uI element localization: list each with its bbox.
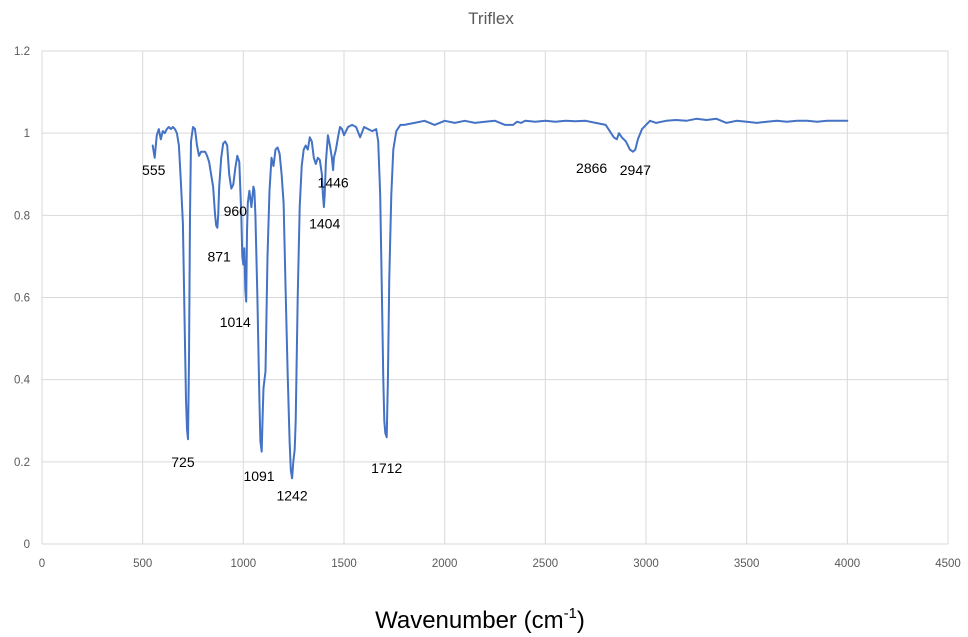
peak-label: 1014: [220, 314, 251, 330]
y-tick-label: 1: [24, 128, 30, 140]
peak-label: 1242: [276, 488, 307, 504]
peak-label: 725: [171, 454, 195, 470]
peak-label: 1404: [309, 216, 340, 232]
x-tick-label: 1500: [331, 558, 357, 570]
x-axis-label: Wavenumber (cm-1): [375, 605, 585, 634]
y-tick-label: 0.8: [14, 210, 30, 222]
y-tick-label: 0.2: [14, 457, 30, 469]
y-tick-label: 0: [24, 539, 30, 551]
y-tick-label: 1.2: [14, 46, 30, 58]
x-tick-label: 1000: [231, 558, 257, 570]
x-tick-label: 3000: [633, 558, 659, 570]
peak-label: 1091: [243, 468, 274, 484]
x-tick-label: 500: [133, 558, 152, 570]
x-axis-label-suffix: ): [577, 607, 585, 634]
axes: 0 500 1000 1500 2000 2500 3000 3500 4000 4500 0 0.2…: [14, 46, 961, 570]
chart-title: Triflex: [468, 9, 514, 28]
peak-label: 960: [224, 203, 248, 219]
peak-label: 1712: [371, 460, 402, 476]
spectrum-line: [151, 117, 849, 480]
peak-label: 2866: [576, 160, 607, 176]
x-axis-label-superscript: -1: [564, 605, 577, 622]
x-tick-label: 2500: [533, 558, 559, 570]
series-layer: [151, 117, 849, 480]
x-tick-label: 4000: [835, 558, 861, 570]
x-tick-label: 4500: [935, 558, 961, 570]
peak-label: 871: [207, 248, 231, 264]
peak-label: 2947: [620, 162, 651, 178]
gridlines: [41, 50, 949, 545]
x-axis-label-prefix: Wavenumber (cm: [375, 607, 563, 634]
peak-label: 1446: [318, 174, 349, 190]
x-tick-label: 3500: [734, 558, 760, 570]
peak-label: 555: [142, 162, 166, 178]
y-tick-label: 0.4: [14, 375, 31, 387]
x-tick-label: 2000: [432, 558, 458, 570]
y-tick-label: 0.6: [14, 293, 30, 305]
x-tick-label: 0: [39, 558, 45, 570]
